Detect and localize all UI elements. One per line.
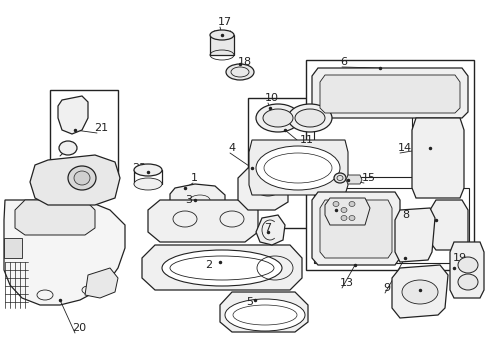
Polygon shape: [30, 155, 120, 205]
Ellipse shape: [294, 109, 325, 127]
Polygon shape: [319, 75, 459, 113]
Ellipse shape: [348, 216, 354, 220]
Polygon shape: [148, 200, 258, 242]
Bar: [433, 232, 463, 241]
Bar: [399, 218, 427, 228]
Polygon shape: [142, 245, 302, 290]
Text: 18: 18: [238, 57, 252, 67]
Polygon shape: [4, 238, 22, 258]
Text: 22: 22: [132, 163, 146, 173]
Polygon shape: [4, 200, 125, 305]
Ellipse shape: [74, 171, 90, 185]
Ellipse shape: [224, 299, 305, 331]
Text: 6: 6: [339, 57, 346, 67]
Text: 2: 2: [204, 260, 212, 270]
Ellipse shape: [225, 64, 253, 80]
Polygon shape: [85, 268, 118, 298]
Ellipse shape: [340, 216, 346, 220]
Bar: [164, 208, 204, 230]
Ellipse shape: [134, 178, 162, 190]
Ellipse shape: [230, 67, 248, 77]
Bar: [209, 35, 234, 55]
Text: 14: 14: [397, 143, 411, 153]
Text: 7: 7: [264, 223, 270, 233]
Text: 12: 12: [414, 295, 428, 305]
Text: 17: 17: [218, 17, 232, 27]
Bar: [399, 246, 427, 256]
Text: 15: 15: [361, 173, 375, 183]
Polygon shape: [325, 198, 369, 225]
Text: 5: 5: [245, 297, 252, 307]
Ellipse shape: [457, 274, 477, 290]
Polygon shape: [256, 215, 285, 245]
Ellipse shape: [348, 202, 354, 207]
Ellipse shape: [287, 104, 331, 132]
Polygon shape: [346, 175, 361, 184]
Text: 9: 9: [382, 283, 389, 293]
Bar: [313, 72, 411, 177]
Text: 4: 4: [227, 143, 235, 153]
Polygon shape: [311, 192, 399, 265]
Bar: [417, 148, 457, 160]
Bar: [417, 182, 457, 194]
Text: 10: 10: [264, 93, 279, 103]
Ellipse shape: [340, 207, 346, 212]
Polygon shape: [449, 242, 483, 298]
Bar: [417, 130, 457, 142]
Ellipse shape: [209, 30, 234, 40]
Text: 21: 21: [94, 123, 108, 133]
Ellipse shape: [401, 280, 437, 304]
Polygon shape: [429, 200, 467, 250]
Ellipse shape: [59, 141, 77, 155]
Polygon shape: [319, 200, 391, 258]
Ellipse shape: [263, 109, 292, 127]
Text: 11: 11: [299, 135, 313, 145]
Polygon shape: [170, 184, 224, 215]
Polygon shape: [15, 200, 95, 235]
Bar: [247, 98, 349, 228]
Polygon shape: [58, 96, 88, 134]
Polygon shape: [238, 168, 287, 210]
Ellipse shape: [162, 250, 282, 286]
Polygon shape: [248, 140, 347, 195]
Bar: [433, 220, 463, 229]
Ellipse shape: [457, 257, 477, 273]
Ellipse shape: [134, 164, 162, 176]
Text: 19: 19: [452, 253, 466, 263]
Text: 3: 3: [184, 195, 192, 205]
Text: 16: 16: [339, 200, 353, 210]
Bar: [182, 192, 217, 207]
Ellipse shape: [256, 104, 299, 132]
Bar: [433, 208, 463, 217]
Bar: [399, 232, 427, 242]
Ellipse shape: [332, 202, 338, 207]
Text: 20: 20: [72, 323, 86, 333]
Text: 1: 1: [191, 173, 198, 183]
Ellipse shape: [256, 146, 339, 190]
Polygon shape: [220, 292, 307, 332]
Polygon shape: [311, 68, 467, 118]
Text: 8: 8: [401, 210, 408, 220]
Bar: [417, 165, 457, 177]
Text: 13: 13: [339, 278, 353, 288]
Ellipse shape: [68, 166, 96, 190]
Bar: [212, 208, 251, 230]
Bar: [305, 60, 473, 270]
Ellipse shape: [333, 173, 346, 183]
Polygon shape: [394, 208, 434, 262]
Polygon shape: [391, 265, 447, 318]
Bar: [313, 188, 468, 263]
Bar: [50, 90, 118, 178]
Polygon shape: [411, 118, 463, 198]
